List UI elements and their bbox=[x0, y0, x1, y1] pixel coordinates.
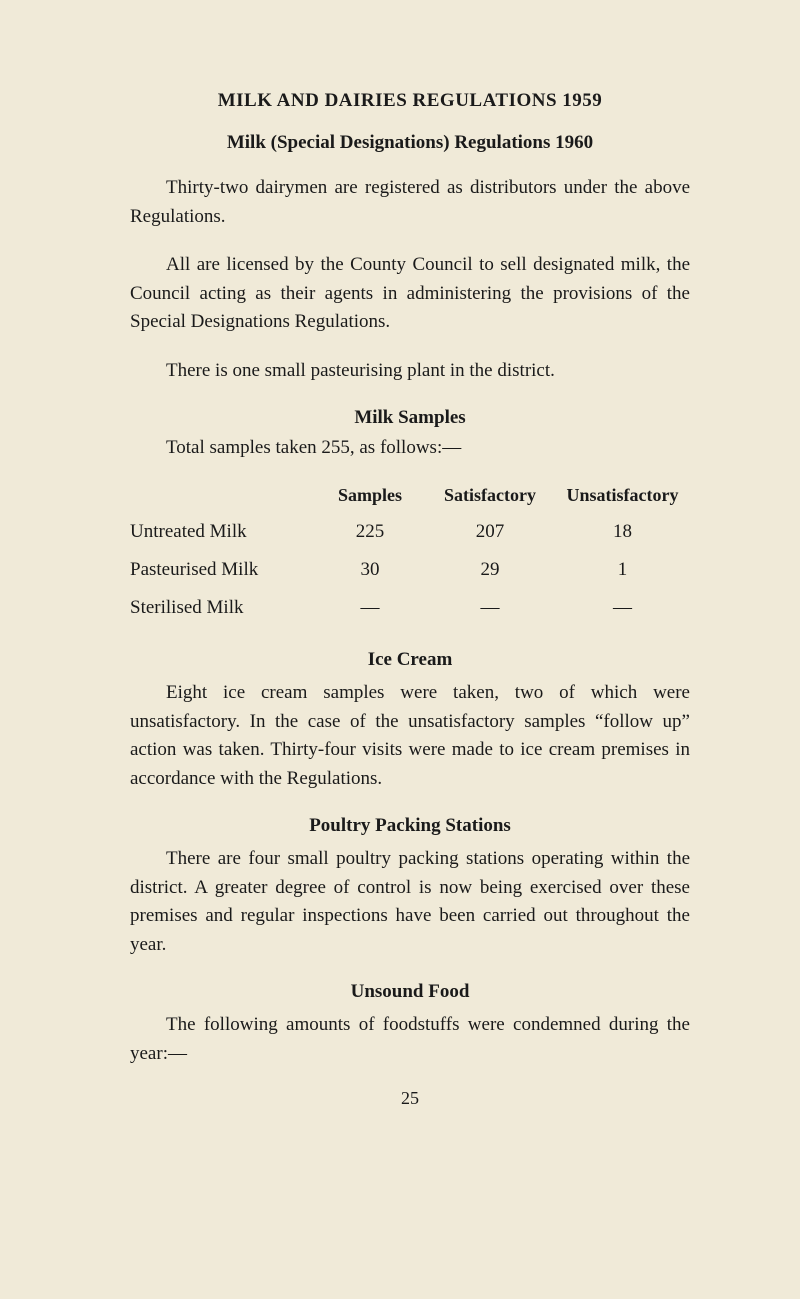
row-sat: 29 bbox=[425, 551, 555, 589]
row-samples: 225 bbox=[315, 513, 425, 551]
row-unsat: — bbox=[555, 589, 690, 627]
row-samples: — bbox=[315, 589, 425, 627]
row-unsat: 1 bbox=[555, 551, 690, 589]
row-label: Pasteurised Milk bbox=[130, 551, 315, 589]
ice-cream-paragraph: Eight ice cream samples were taken, two … bbox=[130, 679, 690, 793]
table-header-row: Samples Satisfactory Unsatisfactory bbox=[130, 477, 690, 513]
paragraph-intro-2: All are licensed by the County Council t… bbox=[130, 251, 690, 337]
samples-total-line: Total samples taken 255, as follows:— bbox=[130, 437, 690, 459]
header-blank bbox=[130, 477, 315, 513]
milk-samples-heading: Milk Samples bbox=[130, 407, 690, 429]
row-samples: 30 bbox=[315, 551, 425, 589]
title-sub: Milk (Special Designations) Regulations … bbox=[130, 132, 690, 154]
ice-cream-heading: Ice Cream bbox=[130, 649, 690, 671]
header-samples: Samples bbox=[315, 477, 425, 513]
document-page: MILK AND DAIRIES REGULATIONS 1959 Milk (… bbox=[0, 0, 800, 1149]
row-sat: — bbox=[425, 589, 555, 627]
title-main: MILK AND DAIRIES REGULATIONS 1959 bbox=[130, 90, 690, 112]
unsound-food-paragraph: The following amounts of foodstuffs were… bbox=[130, 1011, 690, 1068]
table-row: Untreated Milk 225 207 18 bbox=[130, 513, 690, 551]
table-row: Sterilised Milk — — — bbox=[130, 589, 690, 627]
row-label: Untreated Milk bbox=[130, 513, 315, 551]
table-row: Pasteurised Milk 30 29 1 bbox=[130, 551, 690, 589]
poultry-paragraph: There are four small poultry packing sta… bbox=[130, 845, 690, 959]
header-satisfactory: Satisfactory bbox=[425, 477, 555, 513]
paragraph-intro-1: Thirty-two dairymen are registered as di… bbox=[130, 174, 690, 231]
row-label: Sterilised Milk bbox=[130, 589, 315, 627]
header-unsatisfactory: Unsatisfactory bbox=[555, 477, 690, 513]
poultry-heading: Poultry Packing Stations bbox=[130, 815, 690, 837]
row-sat: 207 bbox=[425, 513, 555, 551]
paragraph-intro-3: There is one small pasteurising plant in… bbox=[130, 357, 690, 386]
page-number: 25 bbox=[130, 1088, 690, 1109]
row-unsat: 18 bbox=[555, 513, 690, 551]
unsound-food-heading: Unsound Food bbox=[130, 981, 690, 1003]
milk-samples-table: Samples Satisfactory Unsatisfactory Untr… bbox=[130, 477, 690, 627]
